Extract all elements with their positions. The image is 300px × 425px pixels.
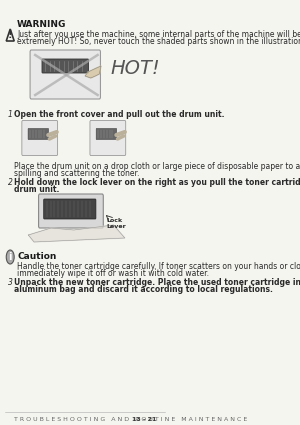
Polygon shape	[85, 66, 101, 78]
FancyBboxPatch shape	[90, 121, 126, 156]
Text: Unpack the new toner cartridge. Place the used toner cartridge into the: Unpack the new toner cartridge. Place th…	[14, 278, 300, 287]
Text: 3: 3	[8, 278, 13, 287]
FancyBboxPatch shape	[42, 59, 88, 73]
Text: spilling and scattering the toner.: spilling and scattering the toner.	[14, 169, 140, 178]
Text: 1: 1	[8, 110, 13, 119]
Text: Open the front cover and pull out the drum unit.: Open the front cover and pull out the dr…	[14, 110, 225, 119]
Text: Caution: Caution	[17, 252, 56, 261]
FancyBboxPatch shape	[28, 128, 49, 139]
FancyBboxPatch shape	[22, 121, 58, 156]
FancyBboxPatch shape	[44, 199, 96, 219]
Text: i: i	[8, 252, 12, 262]
Circle shape	[6, 250, 14, 264]
Text: Hold down the lock lever on the right as you pull the toner cartridge out of the: Hold down the lock lever on the right as…	[14, 178, 300, 187]
Text: 13 - 21: 13 - 21	[132, 417, 156, 422]
FancyBboxPatch shape	[30, 50, 100, 99]
Text: 2: 2	[8, 178, 13, 187]
Text: aluminum bag and discard it according to local regulations.: aluminum bag and discard it according to…	[14, 285, 273, 294]
FancyBboxPatch shape	[96, 128, 117, 139]
Text: immediately wipe it off or wash it with cold water.: immediately wipe it off or wash it with …	[17, 269, 209, 278]
Text: Lock
Lever: Lock Lever	[107, 218, 126, 229]
Text: Handle the toner cartridge carefully. If toner scatters on your hands or clothes: Handle the toner cartridge carefully. If…	[17, 262, 300, 271]
Polygon shape	[28, 225, 125, 242]
FancyBboxPatch shape	[39, 194, 103, 228]
Text: T R O U B L E S H O O T I N G   A N D   R O U T I N E   M A I N T E N A N C E: T R O U B L E S H O O T I N G A N D R O …	[14, 417, 247, 422]
Text: !: !	[8, 30, 13, 40]
Text: extremely HOT! So, never touch the shaded parts shown in the illustration.: extremely HOT! So, never touch the shade…	[17, 37, 300, 46]
Text: Place the drum unit on a drop cloth or large piece of disposable paper to avoid: Place the drum unit on a drop cloth or l…	[14, 162, 300, 171]
Text: Just after you use the machine, some internal parts of the machine will be: Just after you use the machine, some int…	[17, 30, 300, 39]
Text: drum unit.: drum unit.	[14, 185, 60, 194]
Text: WARNING: WARNING	[17, 20, 66, 29]
Text: HOT!: HOT!	[111, 59, 160, 77]
